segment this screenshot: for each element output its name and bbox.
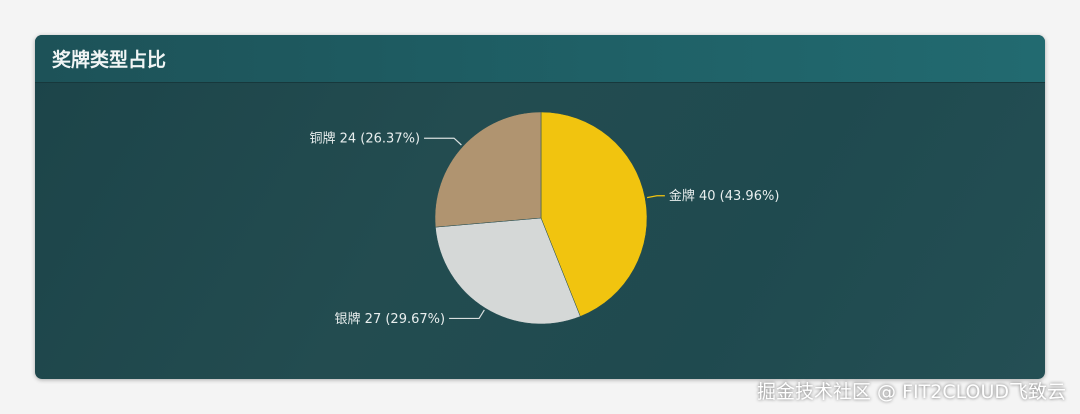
label-line-0: [646, 195, 665, 199]
card-header: 奖牌类型占比: [35, 35, 1045, 83]
slice-label-1: 银牌 27 (29.67%): [335, 311, 446, 327]
chart-title: 奖牌类型占比: [52, 49, 167, 71]
pie-slice-2[interactable]: [434, 111, 542, 228]
pie-slice-0[interactable]: [540, 111, 648, 317]
label-line-2: [424, 137, 462, 146]
slice-label-0: 金牌 40 (43.96%): [669, 188, 780, 204]
slice-label-2: 铜牌 24 (26.37%): [310, 131, 421, 147]
watermark: 掘金技术社区 @ FIT2CLOUD飞致云: [757, 381, 1066, 403]
pie-slice-1[interactable]: [435, 217, 581, 325]
label-line-1: [449, 309, 485, 320]
